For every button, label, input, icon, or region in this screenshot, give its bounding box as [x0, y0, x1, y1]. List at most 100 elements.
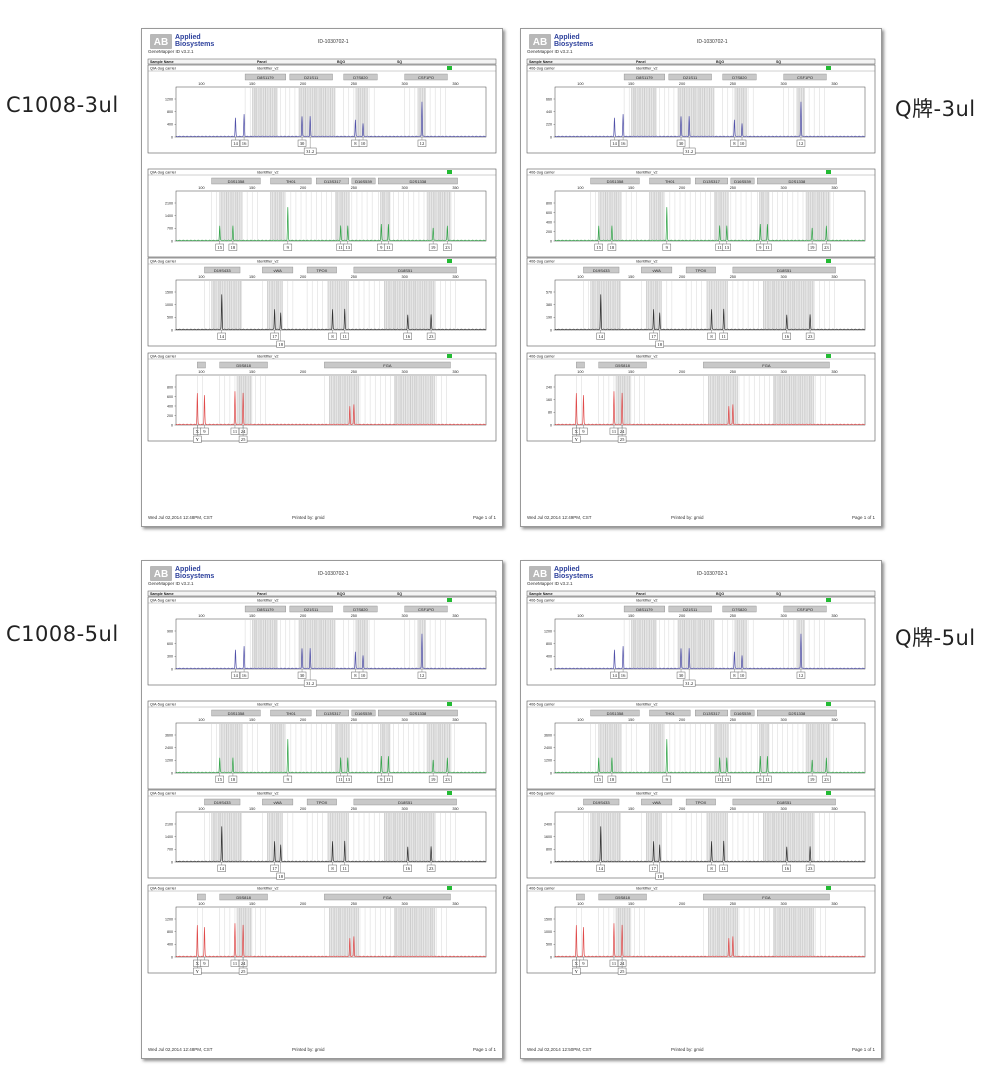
y-tick-label: 160	[546, 398, 552, 402]
status-indicator	[826, 791, 831, 795]
allele-call-label: 10	[740, 673, 745, 678]
panel-name: Identifiler_v2	[636, 792, 658, 796]
brand-line1: Applied	[554, 34, 580, 41]
allele-call-label: 9	[380, 245, 383, 250]
allele-call-box	[426, 864, 436, 872]
run-id: ID-1030702-1	[318, 571, 349, 577]
allele-call-box	[763, 243, 772, 251]
allele-call-label: 9	[203, 429, 206, 434]
locus-bar	[244, 73, 286, 81]
allele-call-box	[417, 671, 427, 679]
allele-call-label: 14	[219, 334, 224, 339]
locus-bar	[730, 177, 755, 185]
y-tick-label: 0	[550, 860, 552, 864]
y-tick-label: 400	[546, 655, 552, 659]
status-indicator	[826, 886, 831, 890]
run-id: ID-1030702-1	[697, 571, 728, 577]
locus-bar	[590, 709, 640, 717]
status-indicator	[447, 170, 452, 174]
electropherogram-trace	[175, 294, 487, 331]
locus-bar	[783, 605, 827, 613]
allele-call-label: 10	[361, 141, 366, 146]
allele-bin-group	[328, 281, 349, 330]
x-tick-label: 150	[628, 902, 634, 906]
x-tick-label: 150	[249, 82, 255, 86]
locus-label: vWA	[652, 800, 661, 805]
x-tick-label: 350	[452, 186, 458, 190]
x-tick-label: 350	[831, 807, 837, 811]
column-header: Sample Name	[150, 60, 174, 64]
sample-name: 406-3ug carrier	[529, 171, 555, 175]
locus-label: CSF1PO	[418, 607, 434, 612]
allele-call-label: 15	[217, 245, 222, 250]
allele-call-box	[707, 332, 716, 340]
x-tick-label: 250	[351, 807, 357, 811]
brand-logo	[529, 34, 551, 49]
allele-call-label: 23	[824, 777, 829, 782]
report-q-5ul: AB Applied Biosystems GeneMapper ID v3.2.1 I…	[520, 560, 882, 1059]
brand-logo-mark: AB	[154, 37, 168, 48]
dye-panel-frame	[526, 352, 876, 442]
panel-name: Identifiler_v2	[636, 355, 658, 359]
x-tick-label: 100	[577, 718, 583, 722]
footer-date: Wed Jul 02,2014 12:50PM, CST	[527, 1047, 592, 1052]
allele-call-box	[807, 775, 817, 783]
allele-call-label: 16	[621, 673, 626, 678]
y-tick-label: 2400	[165, 746, 173, 750]
allele-call-box	[403, 864, 412, 872]
y-tick-label: 0	[550, 239, 552, 243]
locus-bar	[204, 266, 241, 274]
sample-name: 406-3ug carrier	[529, 67, 555, 71]
dye-panel-frame	[526, 168, 876, 258]
x-tick-label: 250	[351, 902, 357, 906]
dye-panel-frame	[526, 64, 876, 154]
x-tick-label: 350	[831, 370, 837, 374]
allele-call-label: 31.2	[685, 681, 694, 686]
status-indicator	[447, 791, 452, 795]
allele-call-box	[707, 864, 716, 872]
dye-panel-frame	[147, 168, 497, 258]
x-tick-label: 100	[198, 82, 204, 86]
y-tick-label: 1200	[165, 759, 173, 763]
brand-line1: Applied	[175, 34, 201, 41]
allele-call-label: X	[575, 961, 579, 966]
x-tick-label: 300	[781, 718, 787, 722]
allele-bin-group	[211, 813, 243, 862]
sample-name: QIA-3ug carrier	[150, 260, 177, 264]
x-tick-label: 350	[831, 614, 837, 618]
electropherogram-trace	[175, 207, 487, 242]
dye-panel-frame	[147, 700, 497, 790]
locus-label: D3S1358	[228, 711, 245, 716]
allele-call-box	[572, 967, 581, 975]
locus-bar	[204, 798, 241, 806]
allele-call-label: 11	[386, 777, 391, 782]
x-tick-label: 350	[452, 275, 458, 279]
x-tick-label: 250	[730, 82, 736, 86]
x-tick-label: 300	[781, 82, 787, 86]
allele-call-box	[807, 243, 817, 251]
locus-label: D13S317	[324, 711, 341, 716]
column-header: BQO	[716, 592, 724, 596]
x-tick-label: 350	[452, 82, 458, 86]
column-header: Panel	[257, 592, 267, 596]
allele-call-box	[782, 332, 791, 340]
panel-name: Identifiler_v2	[257, 260, 279, 264]
y-tick-label: 500	[167, 316, 173, 320]
allele-call-label: 13	[724, 777, 729, 782]
allele-call-label: 31.2	[306, 149, 315, 154]
brand-logo-mark: AB	[533, 37, 547, 48]
electropherogram-trace	[554, 923, 866, 958]
allele-call-label: 8	[331, 866, 334, 871]
allele-call-box	[617, 435, 627, 443]
allele-call-box	[217, 332, 226, 340]
allele-bin-group	[270, 192, 285, 241]
allele-call-label: 11	[722, 334, 727, 339]
footer-printed-by: Printed by: gmid	[292, 515, 325, 520]
allele-call-box	[270, 864, 279, 872]
allele-bin-group	[335, 192, 350, 241]
locus-bar	[695, 177, 728, 185]
allele-call-label: 16	[405, 334, 410, 339]
y-tick-label: 200	[546, 230, 552, 234]
allele-call-box	[722, 243, 731, 251]
